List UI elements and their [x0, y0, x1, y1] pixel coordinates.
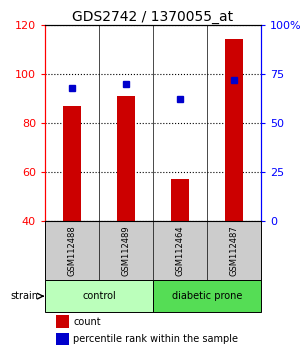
- Text: GSM112487: GSM112487: [230, 225, 238, 276]
- Bar: [116, 96, 136, 221]
- Text: percentile rank within the sample: percentile rank within the sample: [73, 334, 238, 344]
- Text: GSM112464: GSM112464: [176, 225, 184, 276]
- Bar: [224, 40, 244, 221]
- Bar: [153, 280, 261, 312]
- Text: count: count: [73, 317, 101, 327]
- Bar: [171, 179, 190, 221]
- Text: diabetic prone: diabetic prone: [172, 291, 242, 301]
- Text: strain: strain: [11, 291, 38, 301]
- Text: GSM112489: GSM112489: [122, 225, 130, 276]
- Title: GDS2742 / 1370055_at: GDS2742 / 1370055_at: [72, 10, 234, 24]
- Bar: [62, 105, 81, 221]
- Text: control: control: [82, 291, 116, 301]
- Bar: [45, 280, 153, 312]
- Text: GSM112488: GSM112488: [68, 225, 76, 276]
- Bar: [56, 333, 69, 345]
- Bar: [56, 315, 69, 328]
